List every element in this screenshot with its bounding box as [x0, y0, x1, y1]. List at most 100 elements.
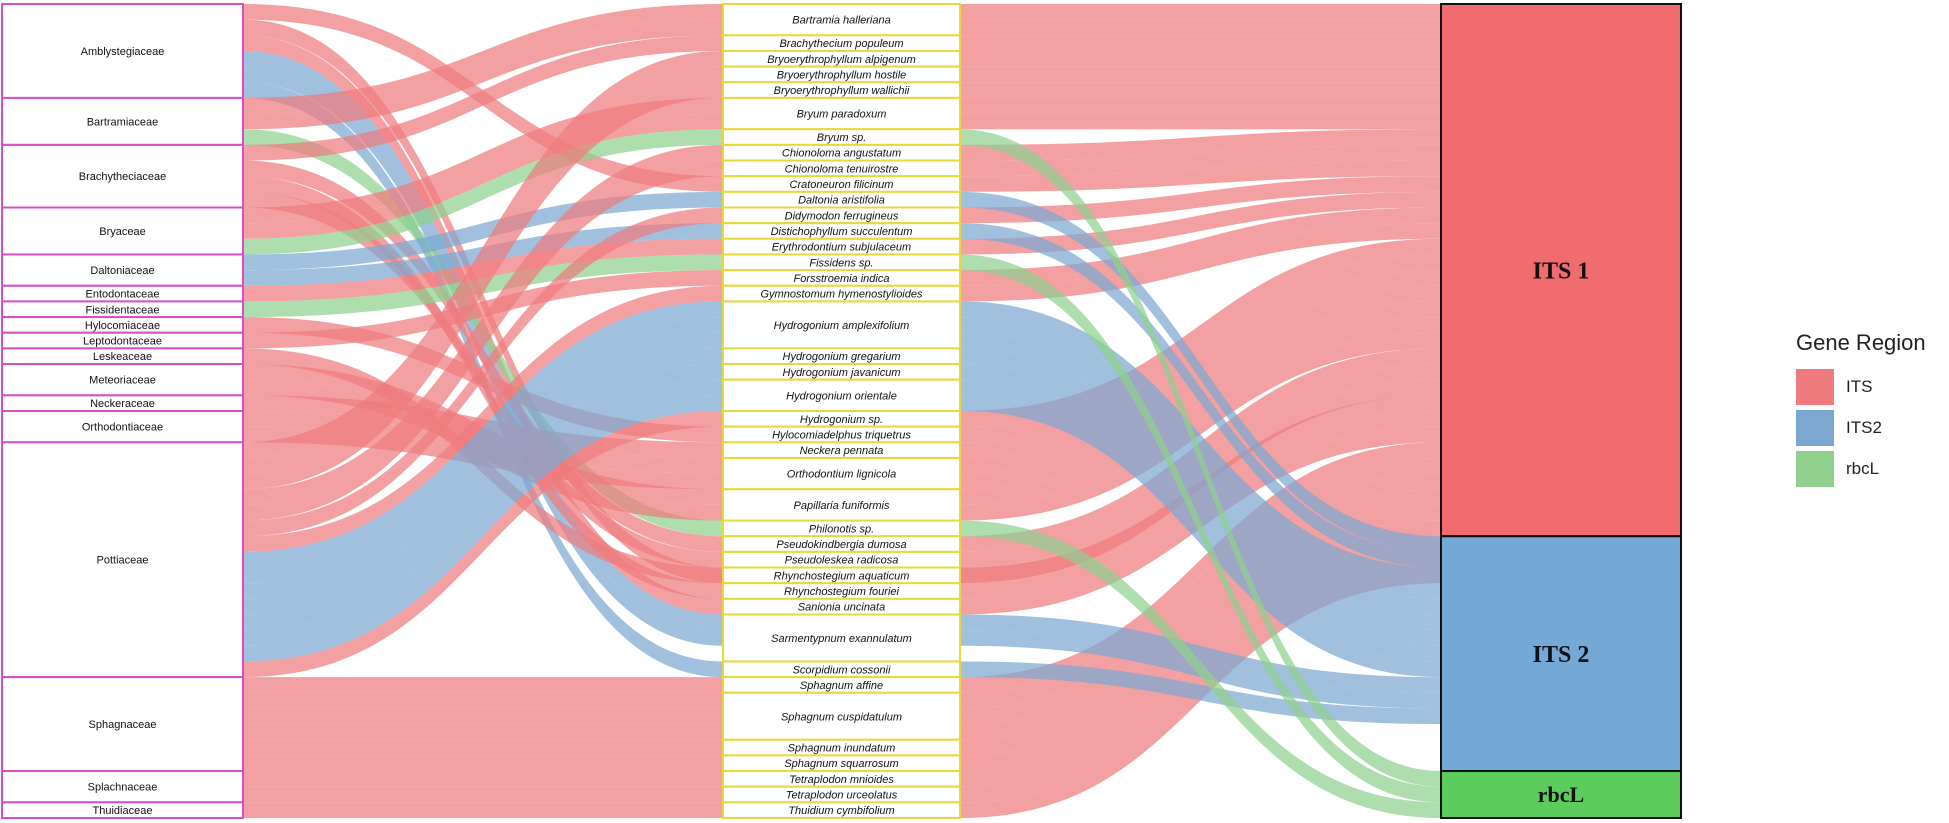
legend-item-rbcl: rbcL	[1796, 448, 1946, 489]
flow-sphagnaceae-to-sphagnum-cuspidatulum	[243, 724, 723, 740]
flow-gymnostomum-hymenostylioides-to-its-1	[960, 223, 1441, 302]
flow-bryaceae-to-bryum-sp	[243, 129, 723, 255]
species-label: Fissidens sp.	[809, 257, 873, 269]
family-node-thuidiaceae: Thuidiaceae	[1, 801, 244, 819]
flow-fissidens-sp-to-rbcl	[960, 254, 1441, 803]
legend-swatch-its	[1796, 368, 1834, 405]
species-label: Sphagnum inundatum	[788, 743, 896, 755]
flow-neckera-pennata-to-its-1	[960, 270, 1441, 458]
family-node-entodontaceae: Entodontaceae	[1, 284, 244, 303]
flow-hydrogonium-amplexifolium-to-its-2	[960, 301, 1441, 584]
flow-hylocomiadelphus-triquetrus-to-its-1	[960, 254, 1441, 443]
species-node-chionoloma-angustatum: Chionoloma angustatum	[722, 143, 961, 162]
flow-sphagnum-cuspidatulum-to-its-1	[960, 457, 1441, 709]
species-label: Hydrogonium gregarium	[783, 351, 901, 363]
species-node-thuidium-cymbifolium: Thuidium cymbifolium	[722, 801, 961, 819]
family-label: Meteoriaceae	[89, 375, 156, 387]
flow-pottiaceae-to-hydrogonium-sp	[243, 411, 723, 678]
species-node-rhynchostegium-fouriei: Rhynchostegium fouriei	[722, 582, 961, 600]
family-label: Orthodontiaceae	[82, 422, 163, 434]
gene-region-label: ITS 2	[1533, 642, 1590, 668]
legend-item-its: ITS	[1796, 366, 1946, 407]
gene-region-node-rbcl: rbcL	[1440, 770, 1682, 819]
species-label: Gymnostomum hymenostylioides	[760, 289, 923, 301]
family-node-neckeraceae: Neckeraceae	[1, 394, 244, 413]
legend-swatch-its2	[1796, 409, 1834, 446]
flow-hydrogonium-sp-to-its-1	[960, 238, 1441, 427]
family-node-pottiaceae: Pottiaceae	[1, 441, 244, 679]
species-node-cratoneuron-filicinum: Cratoneuron filicinum	[722, 175, 961, 193]
flow-pottiaceae-to-hydrogonium-amplexifolium	[243, 332, 723, 599]
species-node-chionoloma-tenuirostre: Chionoloma tenuirostre	[722, 159, 961, 178]
species-label: Daltonia aristifolia	[798, 195, 885, 207]
flow-philonotis-sp-to-rbcl	[960, 520, 1441, 818]
family-label: Entodontaceae	[85, 289, 159, 301]
flow-pottiaceae-to-hydrogonium-javanicum	[243, 364, 723, 631]
species-label: Bryum paradoxum	[797, 109, 887, 121]
species-label: Cratoneuron filicinum	[790, 179, 894, 191]
flow-splachnaceae-to-tetraplodon-urceolatus	[243, 786, 723, 803]
species-node-didymodon-ferrugineus: Didymodon ferrugineus	[722, 206, 961, 225]
species-label: Bryoerythrophyllum hostile	[777, 69, 907, 81]
species-label: Thuidium cymbifolium	[788, 805, 894, 817]
gene-region-node-its-2: ITS 2	[1440, 535, 1682, 773]
species-node-hydrogonium-sp: Hydrogonium sp.	[722, 410, 961, 428]
species-label: Bartramia halleriana	[792, 15, 890, 27]
species-node-tetraplodon-urceolatus: Tetraplodon urceolatus	[722, 785, 961, 804]
flow-sphagnum-affine-to-its-1	[960, 442, 1441, 693]
species-axis: Bartramia halleriana Brachythecium popule…	[722, 3, 961, 819]
species-node-sphagnum-squarrosum: Sphagnum squarrosum	[722, 754, 961, 773]
flow-chionoloma-angustatum-to-its-1	[960, 129, 1441, 161]
flow-pottiaceae-to-hydrogonium-amplexifolium	[243, 317, 723, 584]
family-node-leptodontaceae: Leptodontaceae	[1, 331, 244, 350]
species-node-sphagnum-inundatum: Sphagnum inundatum	[722, 738, 961, 757]
species-label: Tetraplodon mnioides	[789, 774, 894, 786]
species-node-sphagnum-affine: Sphagnum affine	[722, 676, 961, 694]
flow-sphagnaceae-to-sphagnum-cuspidatulum	[243, 692, 723, 709]
flow-pottiaceae-to-chionoloma-angustatum	[243, 144, 723, 505]
gene-region-label: rbcL	[1538, 782, 1584, 807]
flow-pottiaceae-to-hydrogonium-orientale	[243, 395, 723, 662]
species-label: Philonotis sp.	[809, 523, 874, 535]
species-node-daltonia-aristifolia: Daltonia aristifolia	[722, 190, 961, 209]
legend-title: Gene Region	[1796, 330, 1926, 355]
species-node-sanionia-uncinata: Sanionia uncinata	[722, 597, 961, 616]
flow-hydrogonium-amplexifolium-to-its-2	[960, 332, 1441, 615]
family-label: Fissidentaceae	[86, 304, 160, 316]
flow-hydrogonium-orientale-to-its-2	[960, 379, 1441, 662]
species-label: Sphagnum squarrosum	[784, 758, 898, 770]
flows-species-to-region	[960, 4, 1441, 818]
family-label: Amblystegiaceae	[81, 46, 165, 58]
family-label: Bryaceae	[99, 226, 145, 238]
alluvial-diagram: Amblystegiaceae Bartramiaceae Brachythecia…	[1, 3, 1682, 819]
species-label: Rhynchostegium aquaticum	[774, 570, 910, 582]
species-label: Chionoloma angustatum	[782, 148, 901, 160]
species-label: Distichophyllum succulentum	[771, 226, 913, 238]
flow-bryoerythrophyllum-hostile-to-its-1	[960, 66, 1441, 83]
species-node-papillaria-funiformis: Papillaria funiformis	[722, 488, 961, 522]
species-node-gymnostomum-hymenostylioides: Gymnostomum hymenostylioides	[722, 284, 961, 303]
flows-family-to-species	[243, 4, 723, 818]
species-label: Bryum sp.	[817, 132, 867, 144]
family-label: Sphagnaceae	[89, 719, 157, 731]
flow-sphagnum-cuspidatulum-to-its-1	[960, 473, 1441, 725]
flow-sarmentypnum-exannulatum-to-its-2	[960, 614, 1441, 693]
species-label: Bryoerythrophyllum alpigenum	[767, 54, 916, 66]
flow-pottiaceae-to-hydrogonium-amplexifolium	[243, 301, 723, 568]
legend-swatch-rbcl	[1796, 450, 1834, 487]
species-label: Sphagnum cuspidatulum	[781, 711, 902, 723]
flow-pottiaceae-to-bryoerythrophyllum-wallichii	[243, 82, 723, 490]
flow-sphagnaceae-to-sphagnum-affine	[243, 677, 723, 693]
species-label: Hydrogonium orientale	[786, 390, 897, 402]
species-label: Brachythecium populeum	[779, 38, 903, 50]
flow-bartramia-halleriana-to-its-1	[960, 4, 1441, 20]
flow-distichophyllum-succulentum-to-its-2	[960, 223, 1441, 568]
species-node-hylocomiadelphus-triquetrus: Hylocomiadelphus triquetrus	[722, 425, 961, 444]
species-node-philonotis-sp: Philonotis sp.	[722, 519, 961, 538]
species-node-scorpidium-cossonii: Scorpidium cossonii	[722, 660, 961, 679]
flow-papillaria-funiformis-to-its-1	[960, 317, 1441, 505]
flow-bartramiaceae-to-bartramia-halleriana	[243, 4, 723, 114]
species-node-neckera-pennata: Neckera pennata	[722, 441, 961, 459]
flow-splachnaceae-to-tetraplodon-mnioides	[243, 771, 723, 787]
species-node-pseudokindbergia-dumosa: Pseudokindbergia dumosa	[722, 535, 961, 553]
